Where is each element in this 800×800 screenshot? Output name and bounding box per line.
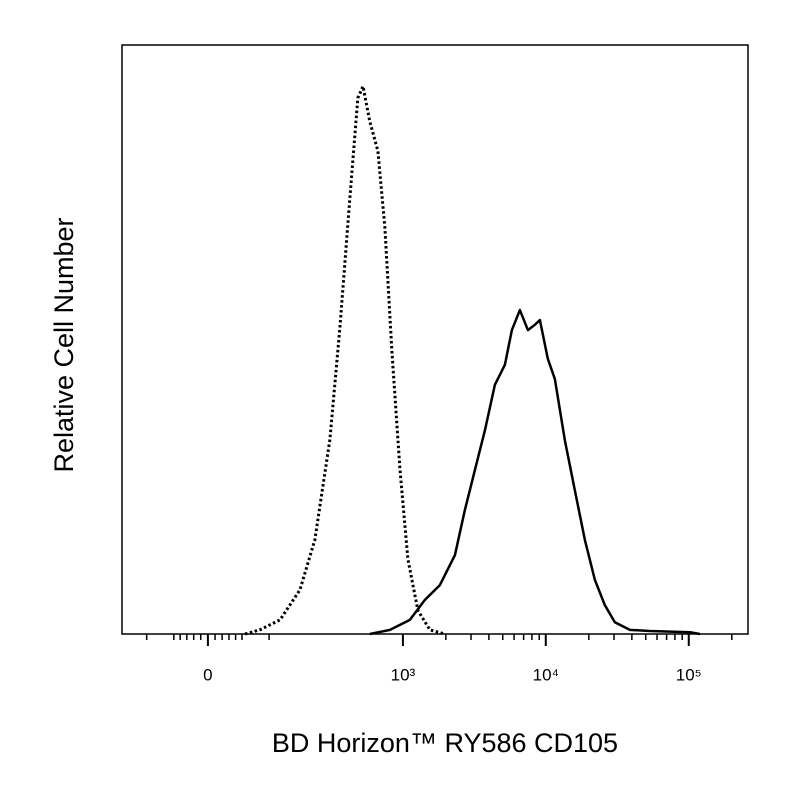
plot-frame — [121, 44, 749, 635]
x-axis-label: BD Horizon™ RY586 CD105 — [272, 728, 618, 758]
x-tick-label: 10³ — [391, 665, 416, 684]
y-axis-label: Relative Cell Number — [49, 217, 79, 472]
x-tick-label: 10⁵ — [676, 665, 702, 684]
histogram-line — [369, 308, 701, 636]
x-tick-label: 10⁴ — [533, 665, 559, 684]
x-tick-label: 0 — [203, 665, 212, 684]
histogram-line — [244, 84, 446, 636]
